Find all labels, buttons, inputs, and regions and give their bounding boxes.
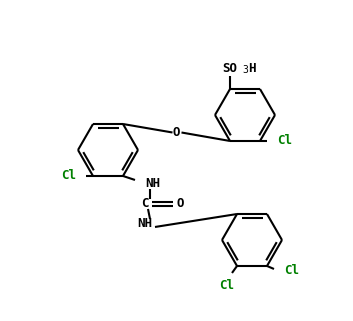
Text: 3: 3 — [242, 65, 248, 75]
Text: NH: NH — [138, 218, 152, 230]
Text: O: O — [173, 126, 180, 139]
Text: Cl: Cl — [220, 280, 234, 292]
Text: H: H — [248, 62, 256, 74]
Text: Cl: Cl — [61, 169, 76, 182]
Text: C: C — [141, 197, 149, 211]
Text: O: O — [176, 197, 184, 211]
Text: NH: NH — [145, 178, 160, 190]
Text: Cl: Cl — [284, 265, 299, 277]
Text: SO: SO — [222, 62, 237, 74]
Text: Cl: Cl — [277, 134, 292, 147]
